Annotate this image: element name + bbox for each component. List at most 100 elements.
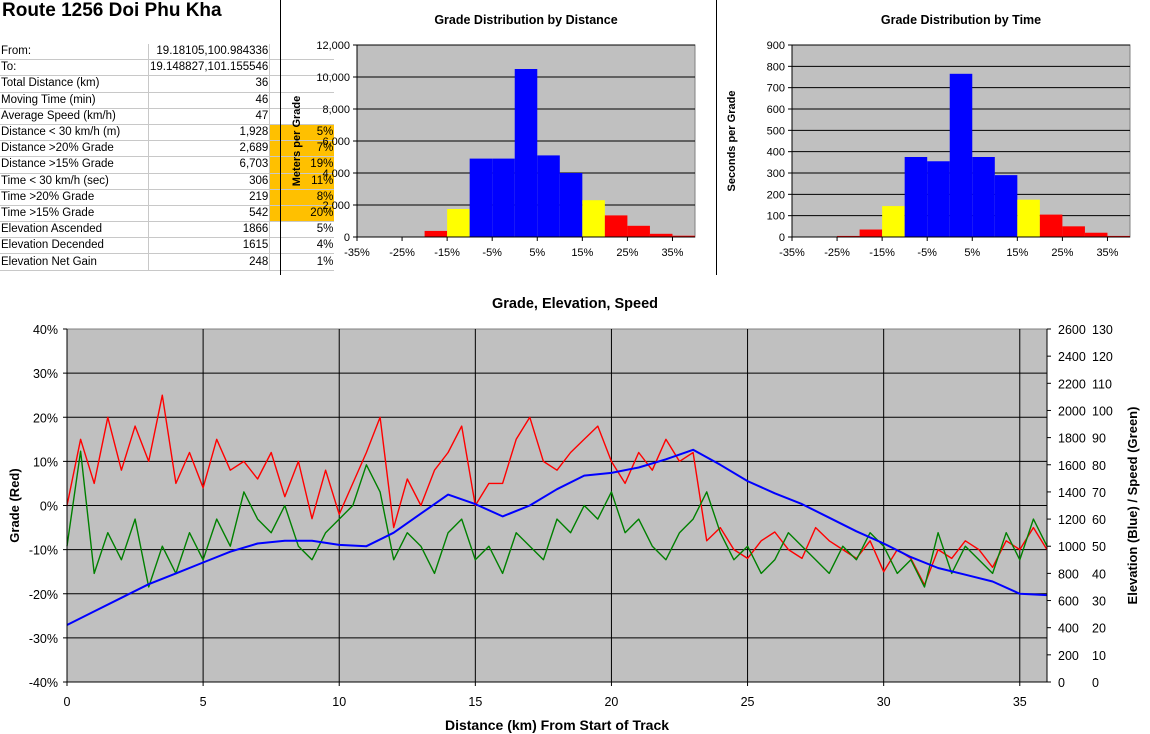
- stats-label: Distance < 30 km/h (m): [0, 123, 149, 142]
- stats-percent: 7%: [269, 140, 335, 158]
- y-tick-label: 20%: [33, 411, 58, 425]
- bar: [469, 158, 493, 237]
- stats-percent: 8%: [269, 189, 335, 206]
- speed-tick-label: 100: [1092, 404, 1113, 418]
- elevation-tick-label: 600: [1058, 595, 1079, 609]
- elevation-tick-label: 2200: [1058, 377, 1086, 391]
- bar: [1017, 199, 1040, 237]
- y-tick-label: 500: [767, 125, 785, 137]
- stats-row: Elevation Decended 1615 4%: [0, 237, 335, 255]
- stats-value: 47: [148, 108, 271, 125]
- x-tick-label: -25%: [389, 247, 415, 259]
- bar: [492, 158, 515, 237]
- bar: [949, 73, 973, 237]
- bar: [649, 233, 673, 237]
- chart-title: Grade Distribution by Time: [881, 13, 1041, 27]
- elevation-tick-label: 0: [1058, 676, 1065, 690]
- stats-row: Total Distance (km) 36: [0, 75, 335, 93]
- divider-right: [716, 0, 717, 275]
- y-tick-label: 10,000: [316, 72, 350, 84]
- elevation-tick-label: 2000: [1058, 404, 1086, 418]
- elevation-tick-label: 200: [1058, 649, 1079, 663]
- stats-row: Moving Time (min) 46: [0, 92, 335, 109]
- y-tick-label: 400: [767, 147, 785, 159]
- bar: [537, 155, 560, 237]
- chart-title: Grade Distribution by Distance: [434, 13, 617, 27]
- stats-label: From:: [0, 44, 149, 61]
- bar: [994, 175, 1018, 237]
- stats-value: 1,928: [148, 123, 271, 142]
- speed-tick-label: 40: [1092, 567, 1106, 581]
- elevation-tick-label: 1800: [1058, 432, 1086, 446]
- stats-percent: 1%: [269, 253, 335, 271]
- stats-row: Elevation Net Gain 248 1%: [0, 253, 335, 271]
- x-tick-label: -15%: [869, 247, 895, 259]
- x-tick-label: -15%: [434, 247, 460, 259]
- elevation-tick-label: 1400: [1058, 486, 1086, 500]
- y-tick-label: 700: [767, 83, 785, 95]
- speed-tick-label: 130: [1092, 323, 1113, 337]
- y-tick-label: 300: [767, 168, 785, 180]
- stats-row: Distance < 30 km/h (m) 1,928 5%: [0, 123, 335, 142]
- stats-percent: 11%: [269, 172, 335, 190]
- stats-value: 1866: [148, 221, 271, 239]
- y-tick-label: 0%: [40, 500, 58, 514]
- stats-label: Elevation Decended: [0, 237, 149, 255]
- x-tick-label: -5%: [482, 247, 502, 259]
- speed-tick-label: 0: [1092, 676, 1099, 690]
- bar: [1084, 232, 1108, 237]
- stats-percent: 19%: [269, 156, 335, 174]
- stats-value: 6,703: [148, 156, 271, 174]
- x-tick-label: 35: [1013, 695, 1027, 709]
- speed-tick-label: 30: [1092, 595, 1106, 609]
- y-tick-label: 6,000: [322, 136, 350, 148]
- bar: [859, 229, 883, 237]
- y-axis-label: Meters per Grade: [291, 96, 303, 186]
- bar: [559, 173, 583, 237]
- stats-row: Elevation Ascended 1866 5%: [0, 221, 335, 239]
- y-tick-label: 30%: [33, 367, 58, 381]
- bar: [1107, 235, 1130, 237]
- stats-percent: 20%: [269, 205, 335, 223]
- stats-row: Average Speed (km/h) 47: [0, 108, 335, 125]
- speed-tick-label: 90: [1092, 432, 1106, 446]
- bar: [1039, 214, 1063, 237]
- elevation-tick-label: 2600: [1058, 323, 1086, 337]
- stats-percent: [269, 75, 335, 93]
- elevation-tick-label: 1200: [1058, 513, 1086, 527]
- stats-label: To:: [0, 59, 149, 77]
- x-tick-label: 10: [332, 695, 346, 709]
- stats-value: 248: [148, 253, 271, 271]
- stats-value: 19.148827,101.155546: [148, 59, 271, 77]
- stats-label: Elevation Net Gain: [0, 253, 149, 271]
- y-tick-label: 0: [779, 232, 785, 244]
- y-tick-label: 12,000: [316, 40, 350, 52]
- x-tick-label: 15%: [571, 247, 593, 259]
- x-tick-label: -35%: [779, 247, 805, 259]
- stats-table: From: 19.18105,100.984336 To: 19.148827,101…: [0, 44, 335, 271]
- stats-value: 36: [148, 75, 271, 93]
- speed-tick-label: 60: [1092, 513, 1106, 527]
- bar: [927, 161, 950, 237]
- y-tick-label: 8,000: [322, 104, 350, 116]
- y-axis-label: Grade (Red): [7, 468, 22, 542]
- stats-label: Moving Time (min): [0, 92, 149, 109]
- chart-grade-elevation-speed: Grade, Elevation, Speed -40% -30% -20% -10% 0…: [7, 296, 1140, 733]
- y-axis-label-right: Elevation (Blue) / Speed (Green): [1125, 407, 1140, 605]
- stats-label: Time >15% Grade: [0, 205, 149, 223]
- speed-tick-label: 110: [1092, 377, 1112, 391]
- elevation-tick-label: 1000: [1058, 540, 1086, 554]
- elevation-tick-label: 2400: [1058, 350, 1086, 364]
- stats-percent: 4%: [269, 237, 335, 255]
- y-tick-label: 600: [767, 104, 785, 116]
- bar: [514, 69, 538, 237]
- x-tick-label: 15: [468, 695, 482, 709]
- bar: [447, 209, 470, 237]
- bar: [904, 157, 928, 237]
- bar: [627, 225, 650, 237]
- x-tick-label: 20: [604, 695, 618, 709]
- stats-percent: 5%: [269, 123, 335, 142]
- stats-label: Time < 30 km/h (sec): [0, 172, 149, 190]
- stats-value: 306: [148, 172, 271, 190]
- y-tick-label: 10%: [33, 455, 58, 469]
